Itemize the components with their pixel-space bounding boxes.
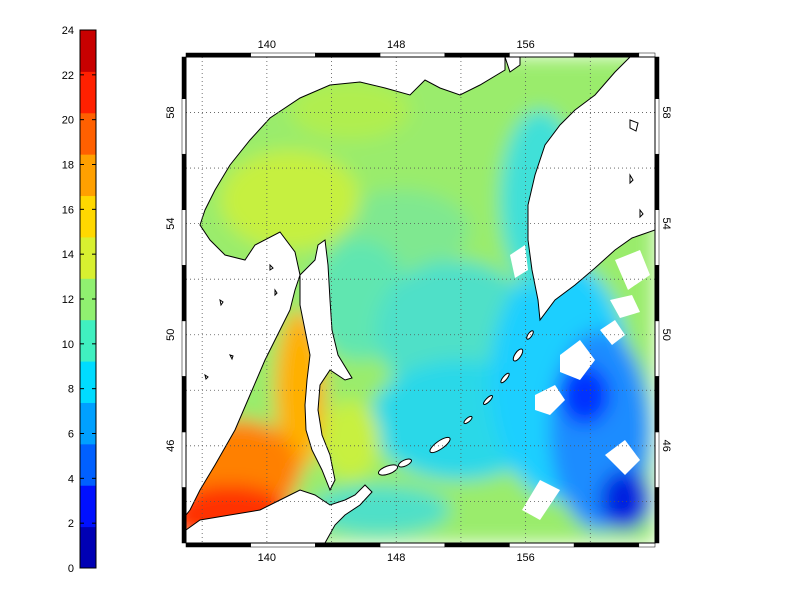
frame-block [638,542,656,548]
colorbar-segment [80,278,96,321]
frame-block [181,153,187,210]
colorbar-segment [80,526,96,569]
colorbar-segment [80,30,96,72]
frame-block [638,52,656,58]
latitude-label: 50 [660,329,672,341]
frame-block [181,320,187,377]
frame-block [315,542,381,548]
frame-block [654,265,660,322]
colorbar-segment [80,443,96,486]
coastal-islets [204,119,644,380]
colorbar-tick-label: 20 [62,115,74,127]
map-frame [181,52,660,548]
frame-block [654,56,660,99]
frame-block [181,487,187,544]
frame-block [379,542,446,548]
colorbar-segment [80,154,96,197]
colorbar-segments [80,30,96,569]
colorbar-tick-label: 12 [62,294,74,306]
longitude-label: 140 [258,39,276,51]
latitude-label: 54 [165,218,177,230]
frame-block [444,52,510,58]
frame-block [181,376,187,433]
latitude-label: 46 [660,440,672,452]
map-border [185,56,656,544]
latitude-label: 54 [660,218,672,230]
colorbar-tick-label: 24 [62,25,74,37]
colorbar-tick-label: 18 [62,160,74,172]
latitude-label: 50 [165,329,177,341]
longitude-labels-bottom: 140 148 156 [258,552,535,564]
longitude-label: 156 [516,39,534,51]
frame-block [654,431,660,488]
longitude-label: 148 [387,39,405,51]
colorbar-tick-label: 22 [62,70,74,82]
gridlines [186,57,655,543]
frame-block [654,98,660,155]
colorbar-segment [80,112,96,155]
frame-block [181,98,187,155]
kuril-islands [378,330,534,476]
colorbar-tick-label: 8 [68,384,74,396]
sea-field [186,57,655,543]
latitude-label: 58 [660,106,672,118]
colorbar-segment [80,361,96,403]
frame-block [181,265,187,322]
frame-block [654,153,660,210]
frame-block [654,487,660,544]
longitude-label: 156 [516,552,534,564]
latitude-labels-right: 46 50 54 58 [660,106,672,452]
frame-block [185,542,251,548]
longitude-label: 148 [387,552,405,564]
colorbar-segment [80,236,96,279]
longitude-label: 140 [258,552,276,564]
colorbar-tick-label: 2 [68,518,74,530]
frame-block [181,209,187,266]
frame-block [250,542,316,548]
frame-block [315,52,381,58]
colorbar-tick-label: 16 [62,204,74,216]
frame-block [509,542,575,548]
frame-block [573,52,640,58]
frame-block [379,52,446,58]
latitude-label: 46 [165,440,177,452]
frame-block [654,209,660,266]
frame-block [444,542,510,548]
colorbar-segment [80,402,96,445]
colorbar-tick-label: 14 [62,249,74,261]
frame-block [250,52,316,58]
colorbar-segment [80,195,96,238]
frame-block [509,52,575,58]
frame-block [654,376,660,433]
frame-block [181,56,187,99]
colorbar-tick-label: 4 [68,473,74,485]
colorbar-tick-label: 10 [62,339,74,351]
longitude-labels-top: 140 148 156 [258,39,535,51]
map-area: 140 148 156 140 148 156 46 50 54 58 46 50 54 58 [165,39,672,564]
frame-block [573,542,640,548]
latitude-label: 58 [165,106,177,118]
frame-block [654,320,660,377]
colorbar-segment [80,319,96,362]
land [186,57,655,543]
frame-block [181,431,187,488]
colorbar-tick-label: 6 [68,429,74,441]
colorbar-segment [80,71,96,114]
colorbar-segment [80,485,96,528]
frame-block [185,52,251,58]
latitude-labels-left: 46 50 54 58 [165,106,177,452]
colorbar-tick-label: 0 [68,563,74,575]
